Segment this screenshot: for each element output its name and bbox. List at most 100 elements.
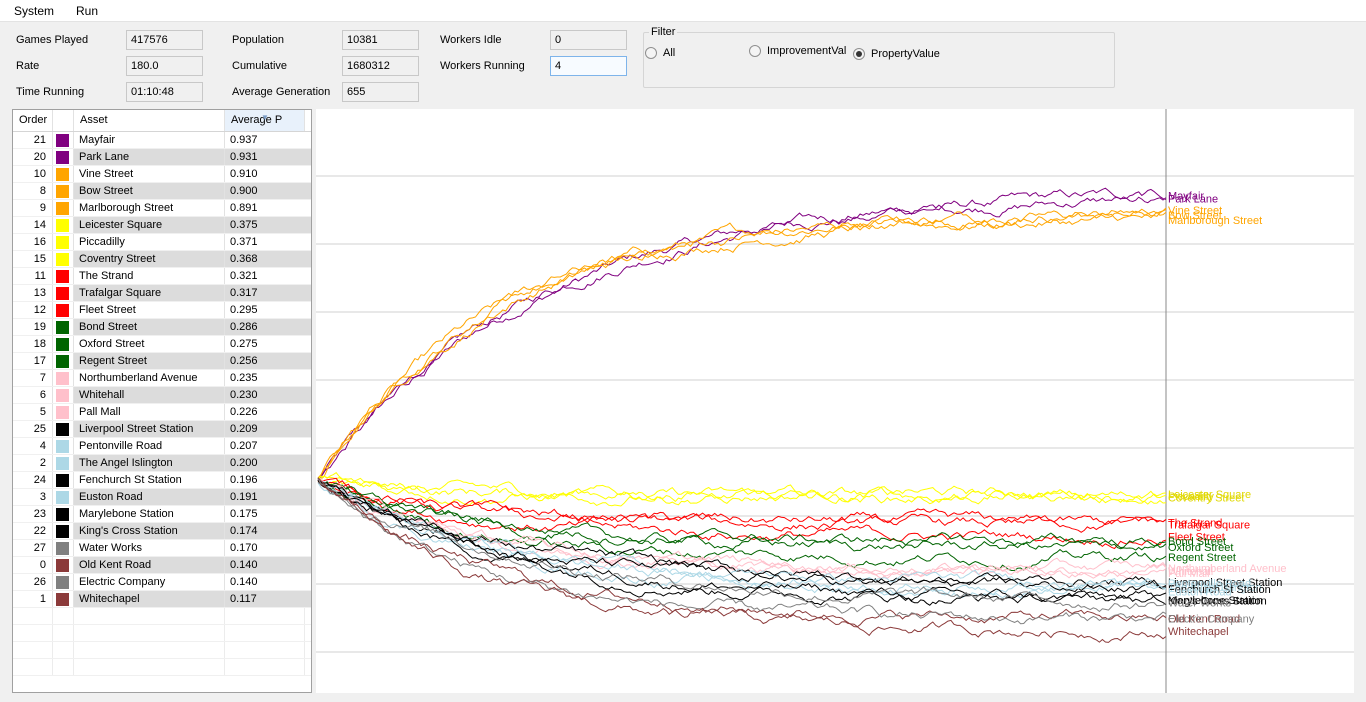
filter-improvementval-radio[interactable]: ImprovementVal — [749, 45, 846, 57]
table-row[interactable]: 22 King's Cross Station 0.174 — [13, 523, 311, 540]
average-cell: 0.230 — [230, 389, 258, 401]
radio-checked-icon — [853, 48, 865, 60]
series-label: Electric Company — [1168, 614, 1255, 626]
table-row[interactable]: 16 Piccadilly 0.371 — [13, 234, 311, 251]
table-row[interactable]: 6 Whitehall 0.230 — [13, 387, 311, 404]
order-cell: 11 — [13, 268, 53, 284]
menu-run[interactable]: Run — [76, 3, 99, 18]
series-line — [317, 480, 1167, 578]
table-row[interactable]: 11 The Strand 0.321 — [13, 268, 311, 285]
color-cell — [53, 251, 74, 267]
color-cell — [53, 200, 74, 216]
average-cell: 0.174 — [230, 525, 258, 537]
table-row[interactable]: 24 Fenchurch St Station 0.196 — [13, 472, 311, 489]
menu-system[interactable]: System — [14, 3, 55, 18]
table-row[interactable]: 12 Fleet Street 0.295 — [13, 302, 311, 319]
order-cell: 22 — [13, 523, 53, 539]
series-line — [317, 477, 1167, 533]
table-row[interactable]: 19 Bond Street 0.286 — [13, 319, 311, 336]
header-color[interactable] — [53, 110, 74, 131]
color-cell — [53, 472, 74, 488]
color-swatch — [56, 355, 69, 368]
asset-cell: Vine Street — [74, 166, 225, 182]
average-cell: 0.910 — [230, 168, 258, 180]
table-row[interactable]: 21 Mayfair 0.937 — [13, 132, 311, 149]
table-row[interactable]: 9 Marlborough Street 0.891 — [13, 200, 311, 217]
population-label: Population — [232, 34, 284, 46]
average-cell: 0.371 — [230, 236, 258, 248]
filter-propertyvalue-radio[interactable]: PropertyValue — [853, 48, 940, 60]
color-swatch — [56, 219, 69, 232]
series-label: Fleet Street — [1168, 531, 1225, 543]
header-average-p[interactable]: ▼ Average P — [225, 110, 305, 131]
table-row[interactable]: 18 Oxford Street 0.275 — [13, 336, 311, 353]
average-cell: 0.891 — [230, 202, 258, 214]
table-row[interactable]: 7 Northumberland Avenue 0.235 — [13, 370, 311, 387]
games-played-field: 417576 — [126, 30, 203, 50]
color-swatch — [56, 508, 69, 521]
table-row[interactable]: 13 Trafalgar Square 0.317 — [13, 285, 311, 302]
table-row[interactable]: 20 Park Lane 0.931 — [13, 149, 311, 166]
color-swatch — [56, 576, 69, 589]
asset-cell: Pall Mall — [74, 404, 225, 420]
asset-cell: Bond Street — [74, 319, 225, 335]
table-row[interactable]: 3 Euston Road 0.191 — [13, 489, 311, 506]
asset-cell: Northumberland Avenue — [74, 370, 225, 386]
average-cell: 0.140 — [230, 576, 258, 588]
table-row[interactable]: 2 The Angel Islington 0.200 — [13, 455, 311, 472]
radio-unchecked-icon — [749, 45, 761, 57]
asset-cell: Regent Street — [74, 353, 225, 369]
table-row[interactable]: 14 Leicester Square 0.375 — [13, 217, 311, 234]
grid-header: Order Asset ▼ Average P — [13, 110, 311, 132]
order-cell: 18 — [13, 336, 53, 352]
color-swatch — [56, 338, 69, 351]
color-swatch — [56, 525, 69, 538]
color-cell — [53, 404, 74, 420]
color-cell — [53, 336, 74, 352]
table-row[interactable]: 1 Whitechapel 0.117 — [13, 591, 311, 608]
table-row[interactable]: 25 Liverpool Street Station 0.209 — [13, 421, 311, 438]
series-line — [317, 207, 1167, 479]
series-label: The Angel Islington — [1168, 582, 1262, 594]
order-cell: 3 — [13, 489, 53, 505]
asset-cell: Oxford Street — [74, 336, 225, 352]
color-swatch — [56, 151, 69, 164]
average-cell: 0.170 — [230, 542, 258, 554]
workers-idle-field[interactable]: 0 — [550, 30, 627, 50]
filter-title: Filter — [649, 26, 678, 38]
table-row[interactable]: 10 Vine Street 0.910 — [13, 166, 311, 183]
color-cell — [53, 132, 74, 148]
filter-all-radio[interactable]: All — [645, 47, 675, 59]
color-cell — [53, 574, 74, 590]
menu-bar: System Run — [0, 0, 1366, 22]
color-cell — [53, 285, 74, 301]
asset-cell: Piccadilly — [74, 234, 225, 250]
header-order[interactable]: Order — [13, 110, 53, 131]
color-cell — [53, 523, 74, 539]
header-asset[interactable]: Asset — [74, 110, 225, 131]
order-cell: 5 — [13, 404, 53, 420]
average-cell: 0.368 — [230, 253, 258, 265]
table-row[interactable]: 0 Old Kent Road 0.140 — [13, 557, 311, 574]
average-cell: 0.191 — [230, 491, 258, 503]
asset-cell: Fleet Street — [74, 302, 225, 318]
table-row[interactable]: 5 Pall Mall 0.226 — [13, 404, 311, 421]
series-label: Leicester Square — [1168, 489, 1251, 501]
color-swatch — [56, 406, 69, 419]
asset-cell: The Angel Islington — [74, 455, 225, 471]
workers-running-field[interactable]: 4 — [550, 56, 627, 76]
average-cell: 0.317 — [230, 287, 258, 299]
color-swatch — [56, 321, 69, 334]
table-row[interactable]: 26 Electric Company 0.140 — [13, 574, 311, 591]
average-cell: 0.937 — [230, 134, 258, 146]
table-row[interactable]: 15 Coventry Street 0.368 — [13, 251, 311, 268]
table-row[interactable]: 27 Water Works 0.170 — [13, 540, 311, 557]
average-cell: 0.286 — [230, 321, 258, 333]
asset-grid[interactable]: Order Asset ▼ Average P 21 Mayfair 0.937 20… — [12, 109, 312, 693]
table-row[interactable]: 8 Bow Street 0.900 — [13, 183, 311, 200]
order-cell: 2 — [13, 455, 53, 471]
table-row[interactable]: 17 Regent Street 0.256 — [13, 353, 311, 370]
table-row[interactable]: 23 Marylebone Station 0.175 — [13, 506, 311, 523]
table-row[interactable]: 4 Pentonville Road 0.207 — [13, 438, 311, 455]
color-cell — [53, 149, 74, 165]
